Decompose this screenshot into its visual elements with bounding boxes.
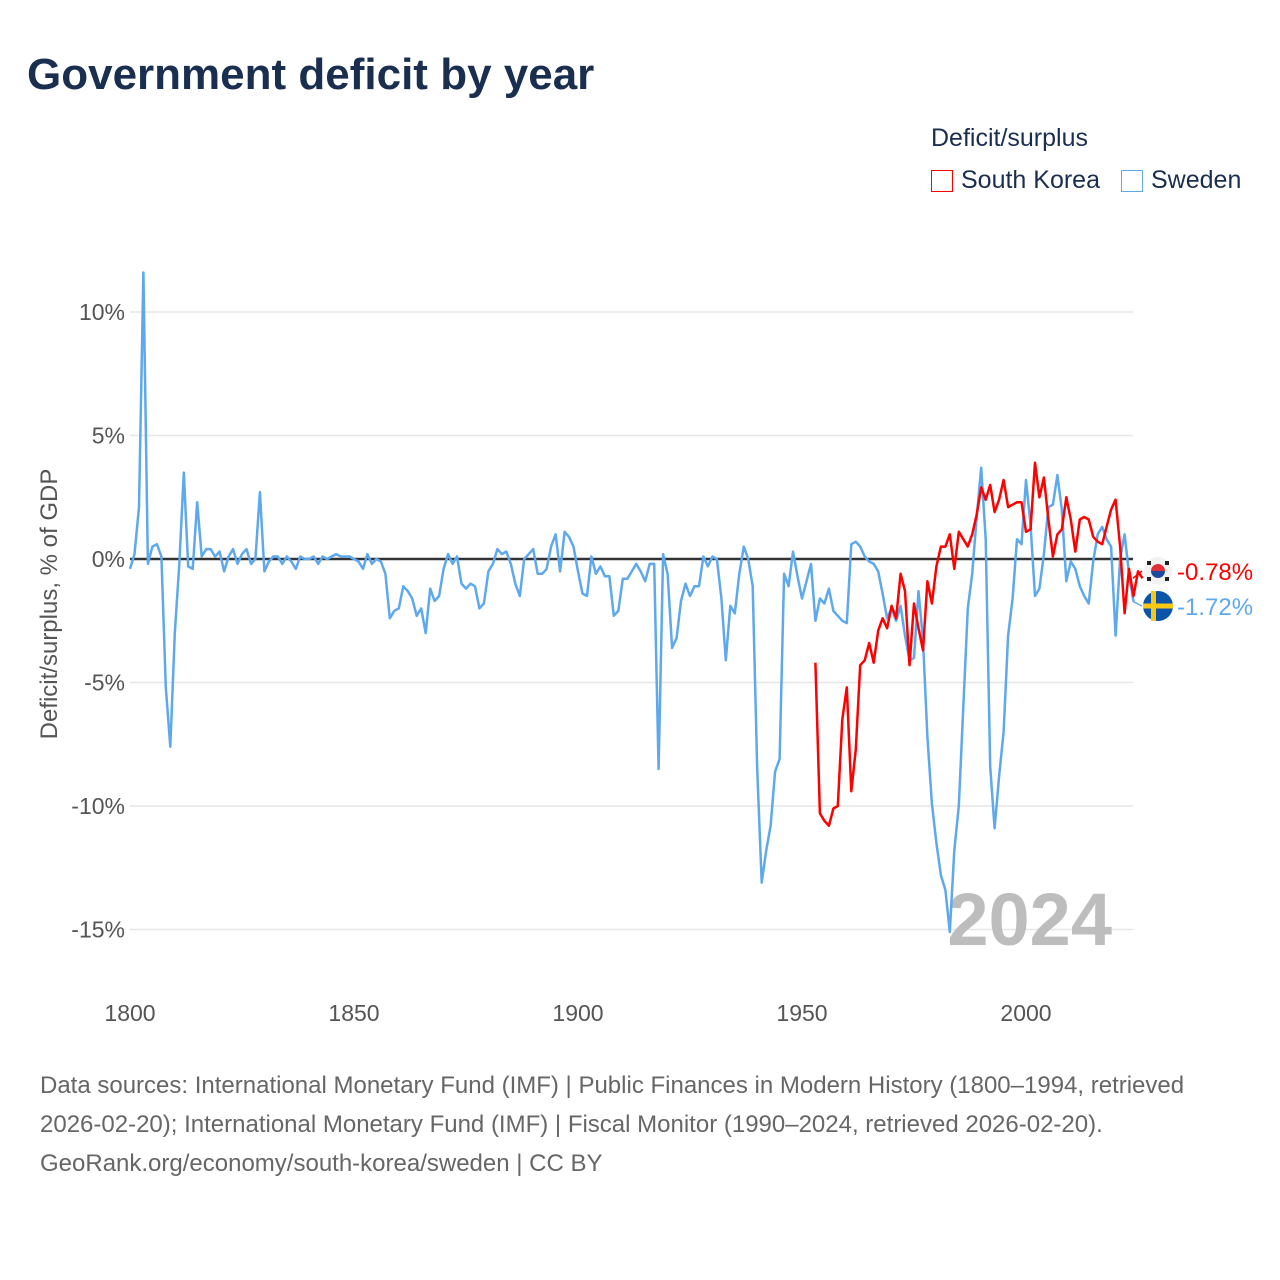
x-tick-label: 2000	[1000, 1000, 1051, 1026]
y-tick-label: -5%	[84, 670, 125, 696]
label-connector	[1132, 600, 1143, 607]
south-korea-flag-icon	[1147, 577, 1151, 581]
legend-swatch-sweden	[1121, 169, 1143, 192]
chart-title: Government deficit by year	[27, 50, 595, 99]
label-connector	[1132, 570, 1143, 579]
south-korea-flag-icon	[1151, 571, 1165, 578]
y-tick-label: 0%	[92, 546, 125, 572]
legend-title: Deficit/surplus	[931, 124, 1088, 152]
plot-area: 10% 5% 0% -5% -10% -15% 1800 1850 1900 1950 2000 20…	[71, 271, 1253, 1026]
footer: Data sources: International Monetary Fun…	[40, 1066, 1240, 1183]
south-korea-flag-icon	[1151, 564, 1165, 571]
legend-swatch-south-korea	[931, 169, 953, 192]
legend-item-sweden[interactable]: Sweden	[1121, 166, 1241, 195]
data-sources: Data sources: International Monetary Fun…	[40, 1072, 1185, 1138]
y-tick-label: 5%	[92, 423, 125, 449]
y-tick-label: -10%	[71, 793, 125, 819]
series-line-sweden	[128, 271, 1135, 934]
x-tick-label: 1850	[328, 1000, 379, 1026]
y-tick-label: 10%	[79, 299, 125, 325]
legend-item-south-korea[interactable]: South Korea	[931, 166, 1100, 195]
south-korea-flag-icon	[1165, 561, 1169, 565]
x-tick-label: 1950	[776, 1000, 827, 1026]
y-tick-label: -15%	[71, 917, 125, 943]
x-tick-label: 1900	[552, 1000, 603, 1026]
end-label-sweden: -1.72%	[1177, 594, 1253, 621]
source-link[interactable]: GeoRank.org/economy/south-korea/sweden |…	[40, 1150, 603, 1177]
sweden-flag-icon	[1143, 603, 1173, 609]
south-korea-flag-icon	[1165, 577, 1169, 581]
end-label-south-korea: -0.78%	[1177, 559, 1253, 586]
legend-label: Sweden	[1151, 166, 1242, 194]
sweden-flag-icon	[1151, 591, 1156, 621]
south-korea-flag-icon	[1147, 561, 1151, 565]
x-tick-label: 1800	[104, 1000, 155, 1026]
current-year-watermark: 2024	[947, 878, 1112, 961]
series-line-south-korea	[814, 461, 1144, 828]
legend-label: South Korea	[961, 166, 1100, 194]
